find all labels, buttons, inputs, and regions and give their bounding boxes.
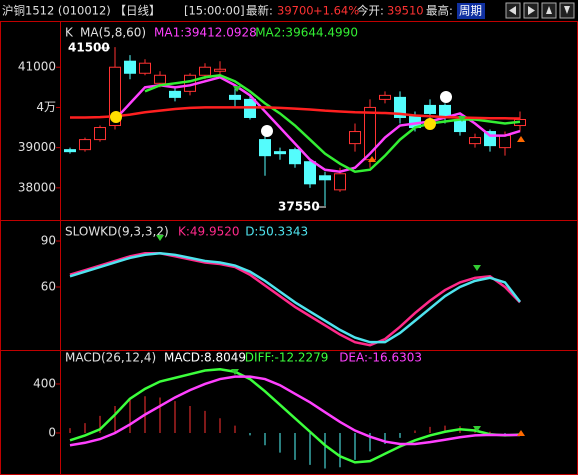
candle-body bbox=[499, 135, 511, 149]
signal-icons bbox=[110, 86, 525, 436]
candle-body bbox=[484, 131, 496, 147]
annotation: 37550 bbox=[278, 200, 320, 214]
indicator-params: MA(5,8,60) bbox=[80, 26, 146, 40]
legend-entry: K:49.9520 bbox=[178, 225, 240, 239]
y-tick-label: 0 bbox=[48, 425, 56, 439]
frame bbox=[0, 21, 578, 475]
candle-body bbox=[454, 118, 466, 133]
nav-arrows bbox=[509, 6, 570, 15]
indicator-name: MACD(26,12,4) bbox=[65, 351, 156, 365]
candle-body bbox=[424, 104, 436, 114]
candle-body bbox=[199, 66, 211, 76]
header-label: 最新: bbox=[246, 4, 273, 18]
header-value: 39510 bbox=[387, 4, 424, 18]
y-tick-label: 41000 bbox=[18, 60, 56, 74]
legend-entry: DIFF:-12.2279 bbox=[245, 351, 329, 365]
candle-body bbox=[109, 66, 121, 127]
y-tick-label: 4万 bbox=[36, 100, 56, 114]
y-tick-label: 38000 bbox=[18, 180, 56, 194]
candle-body bbox=[319, 175, 331, 181]
candle-body bbox=[139, 62, 151, 74]
legend-entry: DEA:-16.6303 bbox=[339, 351, 422, 365]
candle-body bbox=[304, 161, 316, 185]
nav-buttons[interactable] bbox=[505, 2, 575, 19]
candle-body bbox=[64, 149, 76, 153]
line bbox=[69, 252, 521, 347]
plot: 41000 4万 39000 38000 41500 37550 K MA(5,8,60) MA… bbox=[18, 26, 526, 469]
candle-body bbox=[79, 139, 91, 151]
header-time: [15:00:00] bbox=[184, 4, 245, 18]
candle-body bbox=[214, 68, 226, 72]
candle-body bbox=[349, 131, 361, 145]
annotation: 41500 bbox=[68, 41, 110, 55]
header-value: 39700 bbox=[277, 4, 314, 18]
line bbox=[114, 75, 521, 174]
line bbox=[69, 368, 521, 464]
candle-body bbox=[154, 74, 166, 84]
y-tick-label: 90 bbox=[41, 234, 56, 248]
line bbox=[144, 73, 521, 174]
header-label: 最高: bbox=[426, 4, 453, 18]
candle-body bbox=[259, 139, 271, 157]
line bbox=[69, 375, 521, 447]
period-button[interactable] bbox=[457, 3, 485, 19]
candle-body bbox=[229, 94, 241, 100]
legend-entry: MA1:39412.0928 bbox=[154, 26, 257, 40]
candle-body bbox=[169, 90, 181, 98]
candle-body bbox=[469, 137, 481, 145]
legend-entry: MA2:39644.4990 bbox=[255, 26, 358, 40]
legend-entry: MACD:8.8049 bbox=[164, 351, 246, 365]
legend-entry: D:50.3343 bbox=[245, 225, 308, 239]
candle-body bbox=[379, 94, 391, 100]
y-tick-label: 400 bbox=[33, 376, 56, 390]
candle-body bbox=[274, 151, 286, 155]
candle-body bbox=[94, 127, 106, 141]
y-tick-label: 39000 bbox=[18, 140, 56, 154]
period-label[interactable]: 周期 bbox=[459, 4, 482, 18]
header-label: 今开: bbox=[357, 4, 384, 18]
line bbox=[70, 106, 521, 120]
candle-body bbox=[124, 60, 136, 74]
indicator-name: SLOWKD(9,3,3,2) bbox=[65, 225, 169, 239]
header-change: +1.64% bbox=[313, 4, 359, 18]
candle-body bbox=[394, 96, 406, 118]
line bbox=[69, 252, 521, 344]
candle-body bbox=[289, 149, 301, 165]
indicator-name: K bbox=[65, 26, 74, 40]
candle-body bbox=[334, 173, 346, 191]
y-tick-label: 60 bbox=[41, 279, 56, 293]
header-title: 沪铜1512 (010012) 【日线】 bbox=[2, 4, 160, 18]
